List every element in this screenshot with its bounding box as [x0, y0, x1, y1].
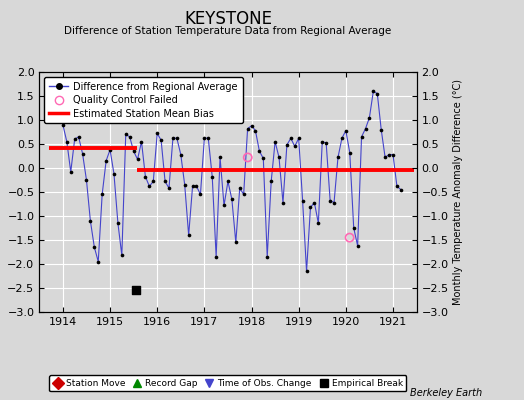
Point — [279, 199, 287, 206]
Point — [322, 140, 330, 146]
Point — [180, 182, 189, 188]
Point — [122, 131, 130, 138]
Point — [283, 142, 291, 148]
Text: KEYSTONE: KEYSTONE — [184, 10, 272, 28]
Point — [244, 154, 252, 161]
Point — [59, 122, 67, 128]
Point — [244, 126, 252, 132]
Point — [126, 134, 134, 140]
Point — [62, 138, 71, 145]
Point — [314, 220, 323, 226]
Point — [79, 150, 87, 157]
Point — [149, 178, 158, 185]
Point — [192, 183, 201, 190]
Point — [189, 183, 197, 190]
Point — [90, 244, 99, 250]
Point — [227, 196, 236, 202]
Point — [350, 225, 358, 231]
Point — [161, 178, 169, 185]
Point — [118, 252, 126, 258]
Point — [94, 258, 103, 265]
Point — [102, 158, 111, 164]
Point — [165, 185, 173, 191]
Point — [67, 169, 75, 175]
Point — [287, 135, 295, 142]
Point — [216, 154, 224, 161]
Point — [259, 155, 268, 162]
Point — [212, 254, 221, 260]
Point — [177, 151, 185, 158]
Point — [208, 174, 216, 180]
Point — [381, 154, 389, 161]
Point — [251, 127, 259, 134]
Point — [385, 151, 394, 158]
Point — [354, 242, 362, 249]
Point — [71, 136, 79, 142]
Point — [137, 138, 146, 145]
Point — [345, 234, 354, 241]
Point — [132, 287, 140, 294]
Point — [200, 135, 209, 142]
Text: Berkeley Earth: Berkeley Earth — [410, 388, 482, 398]
Point — [271, 138, 279, 145]
Point — [365, 114, 374, 121]
Point — [153, 130, 161, 137]
Point — [82, 177, 91, 183]
Point — [369, 88, 377, 94]
Point — [145, 183, 154, 190]
Point — [263, 254, 271, 260]
Point — [267, 178, 276, 185]
Point — [114, 220, 122, 226]
Point — [294, 135, 303, 142]
Point — [389, 151, 397, 158]
Point — [255, 148, 264, 154]
Point — [377, 126, 386, 133]
Point — [362, 126, 370, 132]
Point — [232, 239, 240, 246]
Point — [204, 135, 212, 142]
Point — [345, 150, 354, 156]
Point — [334, 154, 342, 161]
Point — [373, 90, 381, 97]
Point — [326, 198, 334, 204]
Point — [98, 191, 106, 198]
Point — [275, 154, 283, 161]
Point — [247, 122, 256, 129]
Point — [392, 183, 401, 190]
Y-axis label: Monthly Temperature Anomaly Difference (°C): Monthly Temperature Anomaly Difference (… — [453, 79, 463, 305]
Point — [224, 178, 232, 185]
Point — [86, 218, 94, 224]
Point — [310, 199, 319, 206]
Legend: Difference from Regional Average, Quality Control Failed, Estimated Station Mean: Difference from Regional Average, Qualit… — [44, 77, 243, 123]
Point — [357, 134, 366, 140]
Point — [302, 268, 311, 274]
Point — [307, 204, 315, 210]
Point — [236, 185, 244, 191]
Point — [169, 135, 177, 142]
Point — [196, 191, 205, 198]
Legend: Station Move, Record Gap, Time of Obs. Change, Empirical Break: Station Move, Record Gap, Time of Obs. C… — [49, 375, 407, 392]
Point — [110, 170, 118, 177]
Point — [184, 232, 193, 238]
Point — [141, 174, 150, 180]
Point — [173, 135, 181, 142]
Point — [298, 198, 307, 204]
Point — [338, 135, 346, 142]
Point — [291, 143, 299, 150]
Text: Difference of Station Temperature Data from Regional Average: Difference of Station Temperature Data f… — [64, 26, 391, 36]
Point — [239, 191, 248, 198]
Point — [220, 202, 228, 209]
Point — [106, 146, 114, 153]
Point — [133, 156, 141, 162]
Point — [342, 127, 350, 134]
Point — [74, 134, 83, 140]
Point — [318, 138, 326, 145]
Point — [397, 186, 405, 193]
Point — [129, 148, 138, 154]
Point — [157, 137, 165, 143]
Point — [330, 199, 339, 206]
